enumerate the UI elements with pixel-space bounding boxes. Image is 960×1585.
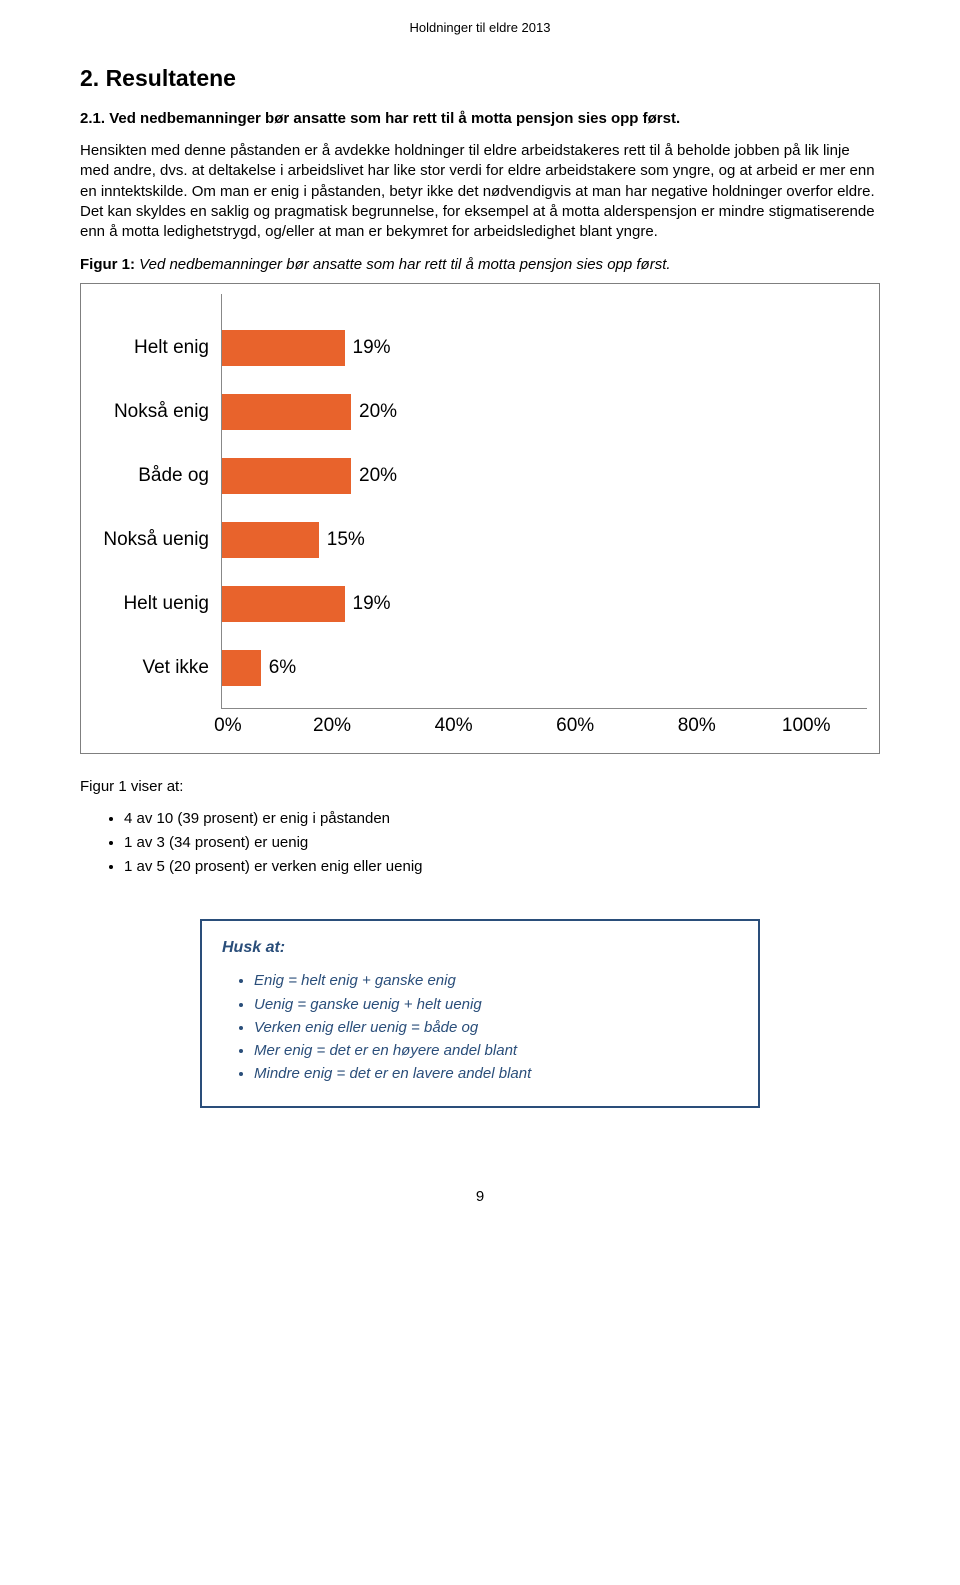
doc-header: Holdninger til eldre 2013 <box>80 20 880 35</box>
x-tick: 80% <box>678 715 716 737</box>
post-figure-intro: Figur 1 viser at: <box>80 778 880 795</box>
figure-caption-text: Ved nedbemanninger bør ansatte som har r… <box>135 256 671 273</box>
x-axis-spacer <box>93 715 221 737</box>
bar-label: Nokså enig <box>93 380 221 444</box>
bar-value-label: 19% <box>353 593 391 615</box>
list-item: 1 av 5 (20 prosent) er verken enig eller… <box>124 855 880 879</box>
bar-value-label: 20% <box>359 401 397 423</box>
section-subtitle: 2.1. Ved nedbemanninger bør ansatte som … <box>80 110 880 127</box>
body-paragraph: Hensikten med denne påstanden er å avdek… <box>80 141 880 242</box>
callout-list: Enig = helt enig + ganske enigUenig = ga… <box>222 969 738 1085</box>
figure-caption-label: Figur 1: <box>80 256 135 273</box>
callout-wrap: Husk at: Enig = helt enig + ganske enigU… <box>80 919 880 1107</box>
bar-fill <box>222 650 261 686</box>
bar-label: Nokså uenig <box>93 508 221 572</box>
bar-fill <box>222 586 345 622</box>
chart-bars: Helt enigNokså enigBåde ogNokså uenigHel… <box>93 300 867 709</box>
bar-row: 20% <box>222 444 867 508</box>
chart-container: Helt enigNokså enigBåde ogNokså uenigHel… <box>80 283 880 754</box>
x-tick: 0% <box>214 715 241 737</box>
bar-row: 20% <box>222 380 867 444</box>
bar-fill <box>222 458 351 494</box>
bar-label: Helt uenig <box>93 572 221 636</box>
bar-label: Vet ikke <box>93 636 221 700</box>
page-number: 9 <box>80 1188 880 1205</box>
bar-row: 19% <box>222 316 867 380</box>
list-item: Enig = helt enig + ganske enig <box>254 969 738 992</box>
section-heading: 2. Resultatene <box>80 65 880 92</box>
bar-fill <box>222 522 319 558</box>
bar-label: Både og <box>93 444 221 508</box>
chart-x-axis: 0% 20% 40% 60% 80% 100% <box>93 715 867 737</box>
figure-caption: Figur 1: Ved nedbemanninger bør ansatte … <box>80 256 880 273</box>
bar-value-label: 19% <box>353 337 391 359</box>
callout-box: Husk at: Enig = helt enig + ganske enigU… <box>200 919 760 1107</box>
bar-row: 6% <box>222 636 867 700</box>
x-tick: 100% <box>782 715 831 737</box>
bar-value-label: 20% <box>359 465 397 487</box>
list-item: Uenig = ganske uenig + helt uenig <box>254 993 738 1016</box>
subtitle-text: Ved nedbemanninger bør ansatte som har r… <box>109 110 680 127</box>
x-axis-ticks: 0%20%40%60%80%100% <box>221 715 867 737</box>
x-tick: 40% <box>435 715 473 737</box>
x-tick: 20% <box>313 715 351 737</box>
bar-label: Helt enig <box>93 316 221 380</box>
subtitle-prefix: 2.1. <box>80 110 109 127</box>
list-item: Mer enig = det er en høyere andel blant <box>254 1039 738 1062</box>
bar-value-label: 15% <box>327 529 365 551</box>
list-item: 4 av 10 (39 prosent) er enig i påstanden <box>124 807 880 831</box>
callout-title: Husk at: <box>222 939 738 957</box>
bar-row: 15% <box>222 508 867 572</box>
bar-fill <box>222 394 351 430</box>
chart-plot-area: 19% 20% 20% 15% 19% 6% <box>221 300 867 709</box>
list-item: Mindre enig = det er en lavere andel bla… <box>254 1062 738 1085</box>
bar-row: 19% <box>222 572 867 636</box>
bar-value-label: 6% <box>269 657 296 679</box>
bar-fill <box>222 330 345 366</box>
post-figure-bullets: 4 av 10 (39 prosent) er enig i påstanden… <box>80 807 880 879</box>
x-tick: 60% <box>556 715 594 737</box>
list-item: 1 av 3 (34 prosent) er uenig <box>124 831 880 855</box>
list-item: Verken enig eller uenig = både og <box>254 1016 738 1039</box>
